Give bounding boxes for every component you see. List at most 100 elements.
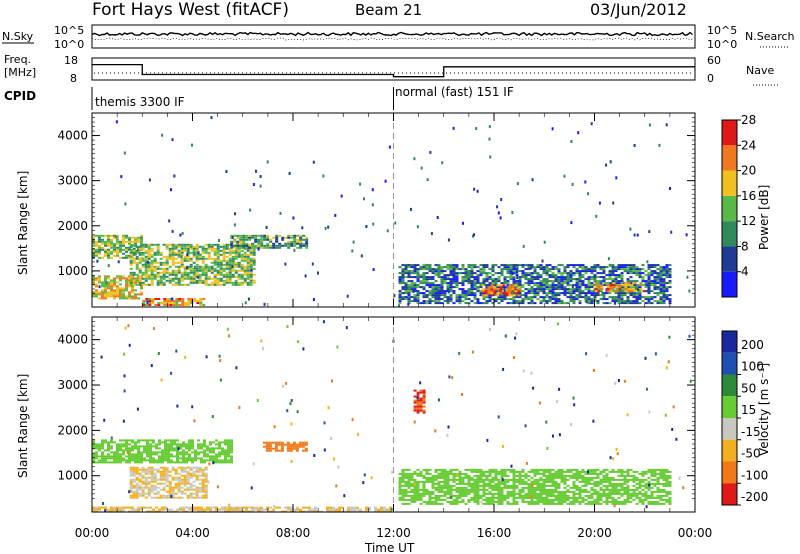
heatmap-cell (641, 478, 645, 481)
heatmap-cell (635, 280, 639, 283)
heatmap-cell (434, 482, 438, 485)
heatmap-cell (503, 468, 507, 471)
heatmap-cell (289, 443, 293, 446)
heatmap-cell (650, 478, 654, 481)
heatmap-cell (446, 268, 450, 271)
heatmap-cell (122, 297, 125, 300)
heatmap-cell (665, 498, 669, 501)
heatmap-cell (500, 298, 504, 301)
heatmap-cell (233, 506, 236, 509)
heatmap-cell (490, 286, 494, 289)
heatmap-cell (512, 474, 516, 477)
heatmap-cell (153, 275, 157, 278)
heatmap-cell (189, 472, 193, 475)
heatmap-cell (434, 292, 438, 295)
heatmap-cell (201, 496, 205, 499)
heatmap-cell (95, 242, 98, 245)
heatmap-cell (141, 466, 145, 469)
heatmap-cell (499, 290, 503, 293)
heatmap-cell (174, 261, 178, 264)
heatmap-cell (632, 476, 636, 479)
heatmap-cell (137, 453, 140, 456)
heatmap-cell (143, 439, 146, 442)
heatmap-cell (286, 443, 290, 446)
heatmap-cell (518, 302, 522, 305)
heatmap-cell (635, 476, 639, 479)
heatmap-cell (644, 270, 648, 273)
heatmap-cell (597, 284, 601, 287)
heatmap-cell (422, 280, 426, 283)
heatmap-cell (154, 304, 158, 306)
heatmap-cell (222, 267, 226, 270)
heatmap-cell (240, 269, 244, 272)
heatmap-cell (617, 264, 621, 267)
heatmap-cell (131, 449, 134, 452)
heatmap-speckle (452, 126, 455, 130)
heatmap-cell (557, 284, 561, 287)
heatmap-cell (101, 295, 104, 298)
heatmap-cell (464, 482, 468, 485)
heatmap-cell (506, 298, 510, 301)
heatmap-cell (653, 284, 657, 287)
heatmap-cell (575, 268, 579, 271)
heatmap-cell (446, 288, 450, 291)
heatmap-cell (605, 484, 609, 487)
heatmap-speckle (384, 179, 387, 183)
heatmap-cell (476, 484, 480, 487)
heatmap-cell (135, 496, 139, 499)
heatmap-cell (132, 486, 136, 489)
heatmap-cell (425, 472, 429, 475)
heatmap-cell (608, 492, 612, 495)
heatmap-cell (425, 300, 429, 303)
heatmap-cell (638, 302, 642, 305)
heatmap-cell (150, 486, 154, 489)
heatmap-cell (234, 251, 238, 254)
heatmap-cell (227, 445, 230, 448)
heatmap-cell (192, 466, 196, 469)
heatmap-cell (304, 447, 308, 450)
heatmap-cell (503, 296, 507, 299)
heatmap-cell (180, 275, 184, 278)
heatmap-cell (614, 282, 618, 285)
heatmap-cell (569, 500, 573, 503)
heatmap-cell (219, 263, 223, 266)
heatmap-cell (425, 302, 429, 305)
heatmap-cell (494, 264, 498, 267)
heatmap-cell (641, 470, 645, 473)
heatmap-cell (116, 291, 119, 294)
heatmap-cell (129, 281, 133, 284)
heatmap-cell (530, 264, 534, 267)
heatmap-cell (593, 278, 597, 281)
heatmap-cell (530, 490, 534, 493)
heatmap-cell (189, 277, 193, 280)
heatmap-cell (431, 474, 435, 477)
heatmap-cell (135, 466, 139, 469)
heatmap-cell (464, 276, 468, 279)
heatmap-cell (572, 292, 576, 295)
heatmap-cell (515, 474, 519, 477)
heatmap-cell (107, 242, 110, 245)
heatmap-cell (98, 291, 101, 294)
heatmap-cell (237, 277, 241, 280)
heatmap-cell (548, 274, 552, 277)
heatmap-cell (254, 234, 258, 237)
heatmap-cell (632, 296, 636, 299)
heatmap-speckle (601, 291, 604, 295)
heatmap-cell (563, 292, 567, 295)
heatmap-cell (488, 498, 492, 501)
heatmap-cell (599, 282, 603, 285)
heatmap-cell (563, 278, 567, 281)
heatmap-cell (665, 276, 669, 279)
power-y-tick-label: 2000 (57, 219, 88, 233)
heatmap-cell (557, 276, 561, 279)
heatmap-cell (479, 284, 483, 287)
heatmap-cell (228, 257, 232, 260)
heatmap-speckle (255, 169, 257, 173)
heatmap-cell (164, 508, 167, 511)
heatmap-cell (171, 492, 175, 495)
heatmap-cell (168, 251, 172, 254)
heatmap-cell (452, 264, 456, 267)
heatmap-cell (485, 266, 489, 269)
heatmap-cell (638, 496, 642, 499)
heatmap-cell (410, 490, 414, 493)
